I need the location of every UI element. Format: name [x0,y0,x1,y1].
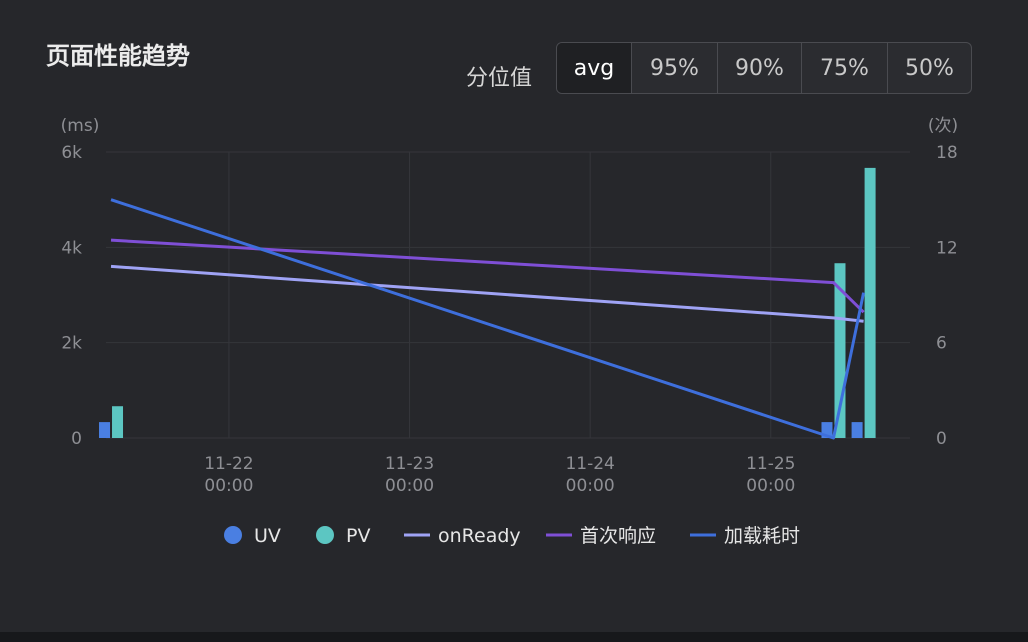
pv-bar [834,263,846,438]
quantile-option-95[interactable]: 95% [631,43,717,93]
y-right-tick-label: 0 [936,429,947,449]
legend-pv-marker [316,526,334,544]
legend-first_response-label: 首次响应 [580,525,656,547]
x-tick-label: 11-25 [746,454,795,474]
uv-bar [821,422,833,438]
legend-uv-marker [224,526,242,544]
y-right-tick-label: 6 [936,334,947,354]
y-left-unit: (ms) [61,116,100,136]
legend-uv-label: UV [254,525,281,547]
x-tick-label: 00:00 [746,476,795,496]
legend-load_time-label: 加载耗时 [724,525,800,547]
quantile-selector: avg 95% 90% 75% 50% [556,42,972,94]
y-right-tick-label: 12 [936,238,958,258]
y-left-tick-label: 0 [71,429,82,449]
first_response-line [110,238,865,314]
x-tick-label: 11-24 [565,454,614,474]
quantile-option-90[interactable]: 90% [717,43,801,93]
chart-grid [106,151,910,439]
pv-bar [864,167,876,438]
pv-bar [112,406,124,438]
chart-legend: UV PV onReady 首次响应 加载耗时 [224,525,800,547]
quantile-option-75[interactable]: 75% [801,43,887,93]
legend-pv-label: PV [346,525,370,547]
panel-title: 页面性能趋势 [46,42,190,70]
quantile-option-avg[interactable]: avg [557,43,631,93]
legend-onready-label: onReady [438,525,521,547]
y-left-tick-label: 6k [61,143,82,163]
chart-lines [110,198,866,440]
y-left-tick-label: 4k [61,238,82,258]
chart-axes: (ms) (次) 02k4k6k06121811-2200:0011-2300:… [61,116,958,496]
uv-bar [99,422,111,438]
x-tick-label: 11-23 [385,454,434,474]
quantile-option-50[interactable]: 50% [887,43,971,93]
onready-line [110,264,864,323]
x-tick-label: 00:00 [204,476,253,496]
y-right-tick-label: 18 [936,143,958,163]
x-tick-label: 11-22 [204,454,253,474]
x-tick-label: 00:00 [566,476,615,496]
load_time-line [110,198,866,440]
y-left-tick-label: 2k [61,334,82,354]
uv-bar [851,422,863,438]
chart-bars [99,167,876,438]
quantile-label: 分位值 [466,66,533,91]
y-right-unit: (次) [928,116,958,136]
x-tick-label: 00:00 [385,476,434,496]
